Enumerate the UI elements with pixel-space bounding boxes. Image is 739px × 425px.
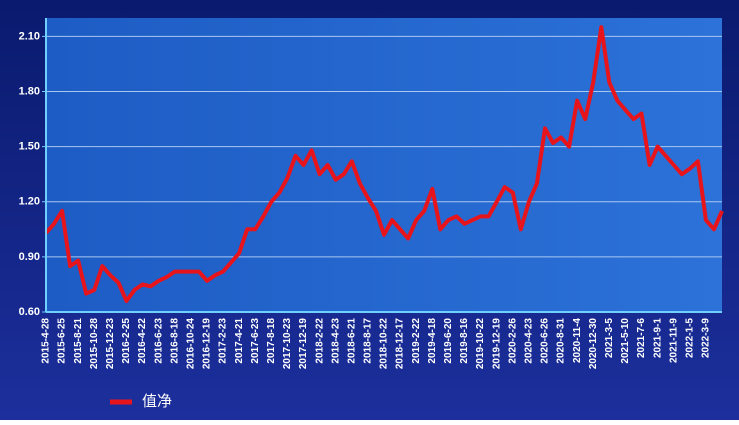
- x-tick-label: 2016-2-25: [121, 318, 132, 364]
- x-tick-label: 2018-8-17: [363, 318, 374, 364]
- y-tick-label: 0.90: [19, 251, 40, 263]
- x-tick-label: 2015-10-28: [89, 318, 100, 370]
- x-tick-label: 2016-8-18: [169, 318, 180, 364]
- x-tick-label: 2019-6-20: [443, 318, 454, 364]
- legend-label: 值净: [142, 393, 172, 410]
- x-tick-label: 2015-8-21: [73, 318, 84, 364]
- x-tick-label: 2020-6-26: [540, 318, 551, 364]
- x-tick-label: 2015-6-25: [57, 318, 68, 364]
- x-tick-label: 2017-8-18: [266, 318, 277, 364]
- x-tick-label: 2017-6-23: [250, 318, 261, 364]
- x-tick-label: 2015-4-28: [41, 318, 52, 364]
- x-tick-label: 2021-11-9: [668, 318, 679, 363]
- x-tick-label: 2019-8-16: [459, 318, 470, 364]
- x-tick-label: 2020-4-23: [523, 318, 534, 364]
- x-tick-label: 2020-11-4: [572, 318, 583, 363]
- plot-area: [46, 18, 722, 312]
- y-tick-label: 1.50: [19, 141, 40, 153]
- x-tick-label: 2021-3-5: [604, 318, 615, 358]
- x-tick-label: 2022-3-9: [701, 318, 712, 358]
- x-tick-label: 2020-8-31: [556, 318, 567, 364]
- series-line: [44, 25, 724, 303]
- x-tick-label: 2016-6-23: [153, 318, 164, 364]
- x-tick-label: 2021-7-6: [636, 318, 647, 358]
- x-tick-label: 2017-12-19: [298, 318, 309, 370]
- x-tick-label: 2020-12-30: [588, 318, 599, 370]
- x-tick-label: 2017-10-23: [282, 318, 293, 370]
- x-tick-label: 2022-1-5: [684, 318, 695, 358]
- y-tick-label: 2.10: [19, 30, 40, 42]
- x-tick-label: 2017-2-23: [218, 318, 229, 364]
- x-tick-label: 2018-12-17: [395, 318, 406, 370]
- x-tick-label: 2018-4-23: [330, 318, 341, 364]
- y-tick-label: 1.80: [19, 85, 40, 97]
- x-tick-label: 2019-4-18: [427, 318, 438, 364]
- x-tick-label: 2016-4-22: [137, 318, 148, 364]
- x-tick-label: 2019-10-22: [475, 318, 486, 370]
- x-tick-label: 2017-4-21: [234, 318, 245, 364]
- x-tick-label: 2018-10-22: [379, 318, 390, 370]
- x-tick-label: 2021-9-1: [652, 318, 663, 358]
- y-tick-label: 1.20: [19, 196, 40, 208]
- x-tick-label: 2016-10-24: [185, 318, 196, 370]
- x-tick-label: 2019-2-22: [411, 318, 422, 364]
- x-tick-label: 2020-2-26: [507, 318, 518, 364]
- y-tick-label: 0.60: [19, 306, 40, 318]
- x-tick-label: 2021-5-10: [620, 318, 631, 364]
- x-tick-label: 2018-2-22: [314, 318, 325, 364]
- x-tick-label: 2015-12-23: [105, 318, 116, 370]
- x-tick-label: 2019-12-19: [491, 318, 502, 370]
- x-tick-label: 2016-12-19: [202, 318, 213, 370]
- x-tick-label: 2018-6-21: [346, 318, 357, 364]
